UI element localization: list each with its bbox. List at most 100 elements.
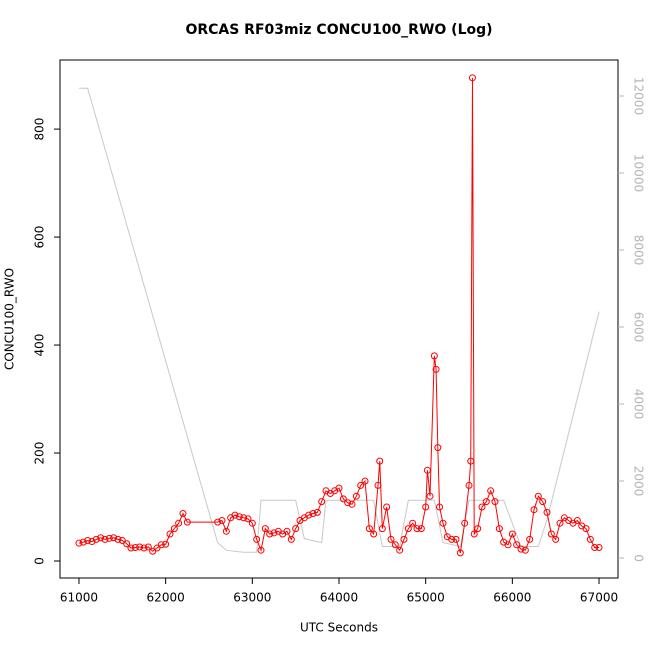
point (157, 541, 165, 549)
point (370, 530, 378, 538)
point (79, 538, 87, 546)
point (374, 481, 382, 489)
point (101, 535, 109, 543)
point (426, 492, 434, 500)
point (218, 517, 226, 525)
point (470, 530, 478, 538)
point (508, 530, 516, 538)
point (504, 541, 512, 549)
point (75, 539, 83, 547)
x-tick-label: 65000 (407, 591, 445, 605)
point (92, 535, 100, 543)
point (434, 444, 442, 452)
point (144, 543, 152, 551)
point (391, 541, 399, 549)
y-tick-label: 0 (33, 557, 47, 565)
chart-title: ORCAS RF03miz CONCU100_RWO (Log) (185, 22, 492, 38)
point (257, 546, 265, 554)
point (361, 477, 369, 485)
point (487, 487, 495, 495)
point (417, 525, 425, 533)
point (352, 492, 360, 500)
point (287, 535, 295, 543)
point (467, 457, 475, 465)
point (166, 530, 174, 538)
y2-tick-label: 2000 (632, 466, 646, 497)
point (149, 547, 157, 555)
point (422, 503, 430, 511)
x-tick-label: 66000 (493, 591, 531, 605)
point (335, 484, 343, 492)
point (534, 492, 542, 500)
point (495, 525, 503, 533)
point (586, 535, 594, 543)
point (175, 519, 183, 527)
point (582, 525, 590, 533)
x-tick-label: 64000 (320, 591, 358, 605)
point (183, 518, 191, 526)
point (318, 498, 326, 506)
point (430, 352, 438, 360)
point (162, 540, 170, 548)
point (543, 508, 551, 516)
point (140, 544, 148, 552)
point (439, 519, 447, 527)
point (383, 503, 391, 511)
point (400, 535, 408, 543)
point (97, 534, 105, 542)
point (387, 535, 395, 543)
point (448, 535, 456, 543)
point (231, 511, 239, 519)
y2-tick-label: 0 (632, 554, 646, 562)
point (376, 457, 384, 465)
y-tick-label: 200 (33, 442, 47, 465)
point (114, 535, 122, 543)
point (423, 466, 431, 474)
point (474, 525, 482, 533)
point (526, 535, 534, 543)
point (468, 74, 476, 82)
point (253, 535, 261, 543)
point (344, 499, 352, 507)
point (478, 503, 486, 511)
y-tick-label: 800 (33, 118, 47, 141)
point (539, 498, 547, 506)
point (556, 519, 564, 527)
point (283, 527, 291, 535)
point (222, 527, 230, 535)
x-tick-label: 67000 (580, 591, 618, 605)
y2-tick-label: 4000 (632, 389, 646, 420)
point (591, 543, 599, 551)
point (456, 549, 464, 557)
point (357, 481, 365, 489)
point (409, 519, 417, 527)
series-line (78, 77, 600, 554)
point (313, 508, 321, 516)
y2-tick-label: 6000 (632, 312, 646, 343)
point (170, 525, 178, 533)
point (491, 498, 499, 506)
point (84, 536, 92, 544)
point (378, 525, 386, 533)
point (552, 535, 560, 543)
series-line (78, 87, 600, 553)
x-axis-label: UTC Seconds (300, 621, 378, 635)
point (432, 365, 440, 373)
point (521, 546, 529, 554)
x-tick-label: 61000 (60, 591, 98, 605)
point (517, 545, 525, 553)
y-tick-label: 400 (33, 334, 47, 357)
point (105, 534, 113, 542)
point (266, 530, 274, 538)
point (573, 517, 581, 525)
y2-tick-label: 10000 (632, 154, 646, 192)
point (365, 525, 373, 533)
point (436, 503, 444, 511)
point (248, 519, 256, 527)
point (292, 525, 300, 533)
point (240, 514, 248, 522)
x-tick-label: 63000 (233, 591, 271, 605)
point (244, 515, 252, 523)
point (530, 506, 538, 514)
